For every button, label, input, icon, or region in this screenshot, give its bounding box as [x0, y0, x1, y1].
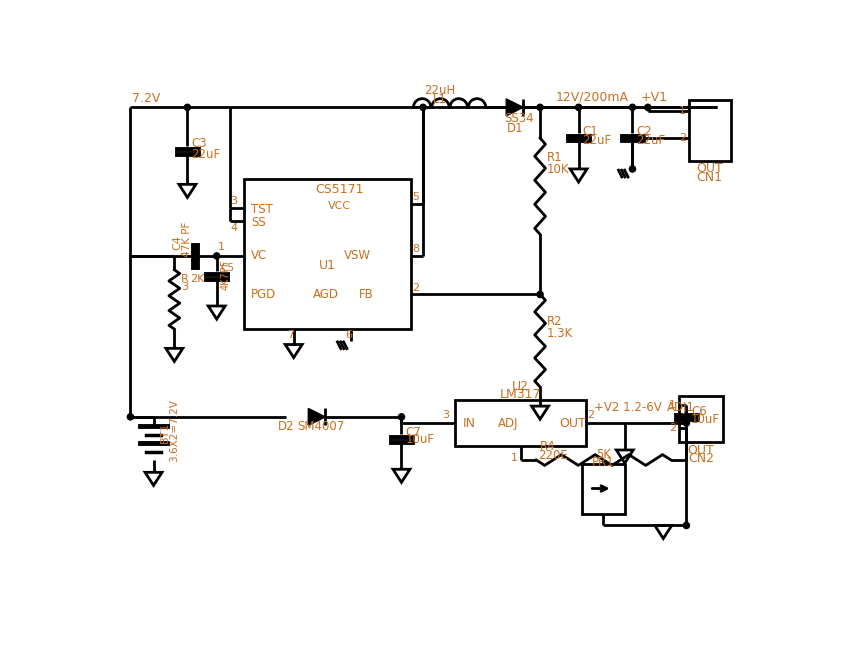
Text: OUT: OUT	[695, 162, 722, 176]
Text: 2K: 2K	[189, 274, 204, 284]
Text: 47K PF: 47K PF	[182, 221, 192, 257]
Text: PR1: PR1	[591, 456, 614, 469]
Text: C6: C6	[690, 405, 706, 418]
Text: CS5171: CS5171	[316, 183, 363, 196]
Text: BT1: BT1	[160, 421, 170, 443]
Circle shape	[575, 105, 581, 111]
Text: 8: 8	[412, 244, 419, 254]
Text: D1: D1	[507, 122, 523, 135]
Text: 3: 3	[442, 410, 449, 420]
Text: ADJ1: ADJ1	[666, 401, 694, 414]
Circle shape	[682, 523, 688, 529]
Text: 22uF: 22uF	[191, 148, 220, 161]
Text: OUT: OUT	[559, 417, 585, 429]
Text: 3.6X2=7.2V: 3.6X2=7.2V	[169, 399, 179, 462]
Text: CN1: CN1	[696, 171, 722, 184]
Text: L1: L1	[432, 93, 446, 106]
Text: U2: U2	[512, 380, 529, 393]
Text: 2: 2	[678, 133, 685, 143]
Bar	[688, 100, 730, 161]
Text: 7.2V: 7.2V	[132, 92, 160, 105]
Text: R: R	[181, 274, 189, 284]
Text: C3: C3	[191, 137, 206, 150]
Text: 22uF: 22uF	[635, 134, 664, 147]
Text: C5: C5	[220, 263, 235, 273]
Text: 2: 2	[412, 283, 419, 293]
Circle shape	[629, 166, 635, 172]
Text: 22uF: 22uF	[582, 134, 611, 147]
Text: 4: 4	[230, 223, 237, 233]
Circle shape	[420, 105, 426, 111]
Text: R2: R2	[547, 315, 562, 328]
Text: 4K7PF: 4K7PF	[220, 260, 230, 290]
Text: SS34: SS34	[503, 112, 533, 125]
Text: 220E: 220E	[537, 449, 567, 462]
Polygon shape	[506, 99, 523, 116]
Text: 3: 3	[230, 196, 237, 206]
Text: 1: 1	[678, 107, 685, 116]
Circle shape	[629, 105, 635, 111]
Text: 7: 7	[287, 330, 294, 340]
Circle shape	[537, 291, 543, 297]
Bar	[678, 396, 722, 442]
Text: VC: VC	[251, 249, 267, 263]
Text: C2: C2	[635, 125, 652, 139]
Text: 1: 1	[668, 401, 675, 410]
Circle shape	[537, 105, 543, 111]
Polygon shape	[308, 409, 325, 425]
Text: +V2 1.2-6V: +V2 1.2-6V	[594, 401, 661, 414]
Text: FB: FB	[359, 288, 374, 301]
Text: 1: 1	[218, 243, 224, 253]
Text: ADJ: ADJ	[497, 417, 518, 429]
Text: 3: 3	[181, 282, 188, 291]
Text: C4: C4	[171, 234, 182, 249]
Text: LM317: LM317	[500, 388, 541, 401]
Text: 12V/200mA: 12V/200mA	[554, 91, 628, 104]
Text: 10uF: 10uF	[690, 413, 719, 427]
Text: TST: TST	[251, 203, 273, 216]
Text: 5: 5	[412, 192, 419, 202]
Text: VCC: VCC	[328, 201, 351, 211]
Text: D2: D2	[278, 419, 294, 433]
Text: R4: R4	[539, 440, 555, 454]
Text: 22uH: 22uH	[424, 84, 456, 97]
Text: 5K: 5K	[595, 448, 610, 461]
Text: IN: IN	[462, 417, 475, 429]
Circle shape	[398, 414, 404, 420]
Bar	[243, 179, 411, 329]
Circle shape	[184, 105, 190, 111]
Text: VSW: VSW	[343, 249, 370, 263]
Bar	[455, 400, 586, 446]
Text: U1: U1	[319, 259, 336, 272]
Text: CN2: CN2	[688, 452, 713, 465]
Text: 2: 2	[668, 423, 675, 433]
Text: SS: SS	[251, 216, 266, 229]
Circle shape	[213, 253, 219, 259]
Text: 2: 2	[586, 410, 594, 420]
Text: 10uF: 10uF	[405, 433, 434, 446]
Text: C7: C7	[405, 426, 421, 439]
Bar	[581, 464, 624, 514]
Text: 6: 6	[345, 330, 352, 340]
Text: 10K: 10K	[547, 163, 569, 176]
Text: SM4007: SM4007	[297, 419, 345, 433]
Circle shape	[682, 420, 688, 426]
Text: +V1: +V1	[640, 91, 666, 104]
Text: OUT: OUT	[687, 444, 714, 456]
Text: 1: 1	[510, 453, 517, 463]
Circle shape	[127, 414, 133, 420]
Circle shape	[644, 105, 650, 111]
Text: R1: R1	[547, 151, 562, 164]
Text: PGD: PGD	[251, 288, 276, 301]
Text: 1.3K: 1.3K	[547, 327, 572, 340]
Text: AGD: AGD	[312, 288, 339, 301]
Text: C1: C1	[582, 125, 597, 139]
